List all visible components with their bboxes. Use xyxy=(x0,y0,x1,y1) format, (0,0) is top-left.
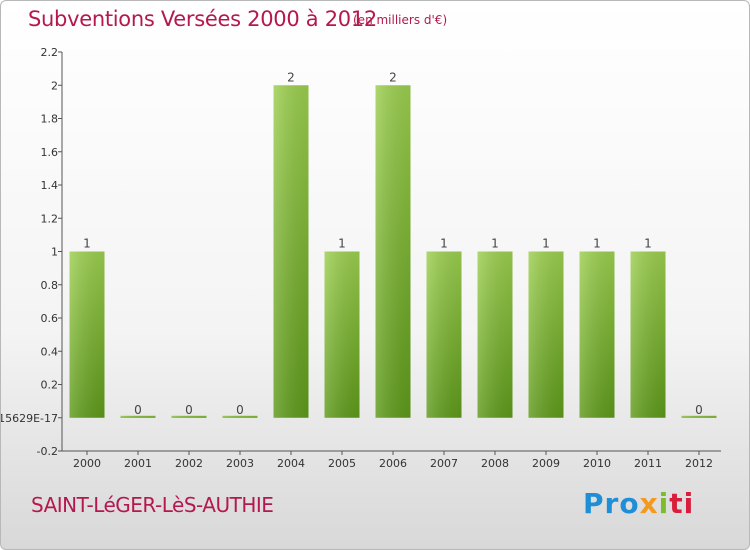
y-tick-label: 0.8 xyxy=(41,279,59,292)
data-label-2010: 1 xyxy=(593,237,601,251)
data-label-2004: 2 xyxy=(287,70,295,84)
y-axis: -0.2 -2.15629E-17 0.2 0.4 0.6 0.8 1 1.2 1.4 1.6 1.… xyxy=(1,46,63,458)
chart-unit: (en milliers d'€) xyxy=(353,13,448,27)
x-tick-label: 2004 xyxy=(277,457,305,470)
bar-shade-2010 xyxy=(579,251,615,418)
data-label-2009: 1 xyxy=(542,237,550,251)
data-label-2011: 1 xyxy=(644,237,652,251)
y-tick-label: 1.4 xyxy=(41,179,59,192)
data-label-2002: 0 xyxy=(185,403,193,417)
bar-shade-2003 xyxy=(222,415,258,418)
y-tick-label: 1 xyxy=(51,246,58,259)
data-label-2005: 1 xyxy=(338,237,346,251)
logo-part: ti xyxy=(669,487,695,520)
bar-shade-2011 xyxy=(630,251,666,418)
data-label-2000: 1 xyxy=(83,237,91,251)
y-tick-label: 1.6 xyxy=(41,146,59,159)
data-label-2008: 1 xyxy=(491,237,499,251)
logo-part: i xyxy=(658,487,670,520)
x-tick-label: 2000 xyxy=(73,457,101,470)
bar-shade-2006 xyxy=(375,85,411,418)
bar-shade-2004 xyxy=(273,85,309,418)
x-tick-label: 2011 xyxy=(634,457,662,470)
x-tick-label: 2012 xyxy=(685,457,713,470)
bar-shade-2007 xyxy=(426,251,462,418)
y-tick-label: 2 xyxy=(51,79,58,92)
logo-part: x xyxy=(639,487,659,520)
proxiti-logo[interactable]: Proxiti xyxy=(583,487,694,520)
commune-name: SAINT-LéGER-LèS-AUTHIE xyxy=(31,493,274,517)
y-tick-label: 0.4 xyxy=(41,345,59,358)
bar-shade-2012 xyxy=(681,415,717,418)
x-tick-label: 2006 xyxy=(379,457,407,470)
bar-shade-2008 xyxy=(477,251,513,418)
y-tick-label: 1.2 xyxy=(41,212,59,225)
bar-shade-2002 xyxy=(171,415,207,418)
x-tick-label: 2002 xyxy=(175,457,203,470)
x-axis: 2000 2001 2002 2003 2004 2005 2006 2007 2008 2009… xyxy=(62,450,721,470)
y-tick-label: 1.8 xyxy=(41,113,59,126)
y-tick-label: 0.2 xyxy=(41,379,59,392)
data-label-2012: 0 xyxy=(695,403,703,417)
data-labels: 1 0 0 0 2 1 2 1 1 1 1 1 0 xyxy=(83,70,703,417)
data-label-2001: 0 xyxy=(134,403,142,417)
bar-shade-2009 xyxy=(528,251,564,418)
bar-shade-2001 xyxy=(120,415,156,418)
logo-part: Pro xyxy=(583,487,640,520)
x-tick-label: 2003 xyxy=(226,457,254,470)
x-tick-label: 2007 xyxy=(430,457,458,470)
data-label-2006: 2 xyxy=(389,70,397,84)
chart-title: Subventions Versées 2000 à 2012 xyxy=(28,7,377,31)
bar-shade-2005 xyxy=(324,251,360,418)
y-tick-label: -0.2 xyxy=(37,445,58,458)
y-tick-label: 0.6 xyxy=(41,312,59,325)
y-tick-label: -2.15629E-17 xyxy=(1,412,58,425)
bar-shade-2000 xyxy=(69,251,105,418)
x-tick-label: 2005 xyxy=(328,457,356,470)
x-tick-label: 2010 xyxy=(583,457,611,470)
data-label-2007: 1 xyxy=(440,237,448,251)
x-tick-label: 2008 xyxy=(481,457,509,470)
bar-series xyxy=(69,85,717,418)
y-tick-label: 2.2 xyxy=(41,46,59,59)
x-tick-label: 2001 xyxy=(124,457,152,470)
data-label-2003: 0 xyxy=(236,403,244,417)
x-tick-label: 2009 xyxy=(532,457,560,470)
